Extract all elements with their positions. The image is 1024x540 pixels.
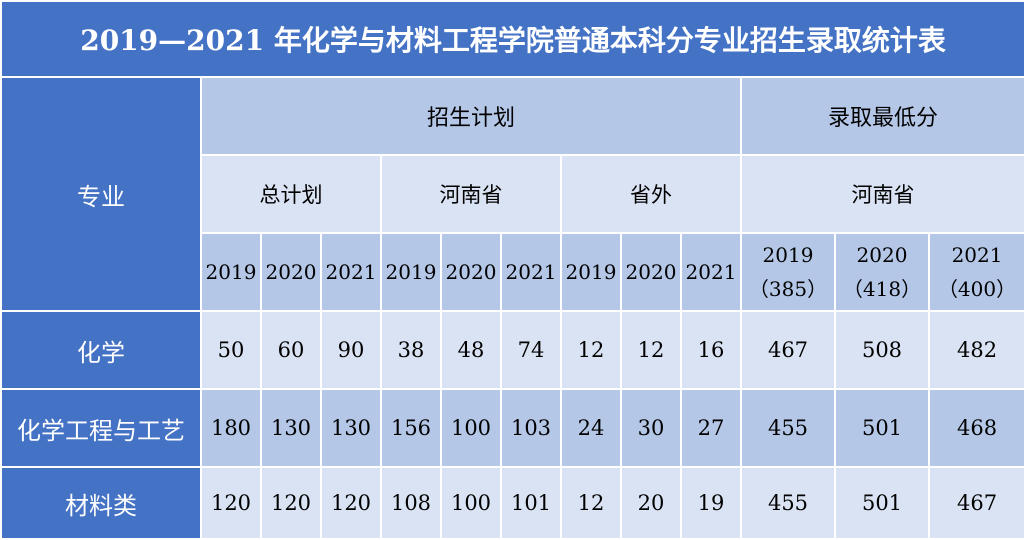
score-year-header: 2020 （418）	[834, 232, 930, 312]
data-cell: 19	[680, 466, 742, 540]
henan-plan-header: 河南省	[380, 154, 562, 234]
data-cell: 16	[680, 310, 742, 390]
score-year: 2021	[951, 243, 1003, 267]
data-cell: 74	[500, 310, 562, 390]
table-row: 化学工程与工艺 180 130 130 156 100 103 24 30 27…	[0, 388, 1024, 468]
data-cell: 501	[834, 466, 930, 540]
year-header: 2021	[500, 232, 562, 312]
min-score-header: 录取最低分	[739, 76, 1024, 156]
table-row: 化学 50 60 90 38 48 74 12 12 16 467 508 48…	[0, 310, 1024, 390]
data-cell: 100	[440, 466, 502, 540]
table-row: 材料类 120 120 120 108 100 101 12 20 19 455…	[0, 466, 1024, 540]
data-cell: 180	[200, 388, 262, 468]
henan-score-header: 河南省	[739, 154, 1024, 234]
major-column-header: 专业	[0, 76, 202, 312]
data-cell: 130	[320, 388, 382, 468]
data-cell: 38	[380, 310, 442, 390]
year-header: 2019	[380, 232, 442, 312]
data-cell: 48	[440, 310, 502, 390]
data-cell: 24	[560, 388, 622, 468]
data-cell: 101	[500, 466, 562, 540]
score-year-header: 2021 （400）	[927, 232, 1024, 312]
year-header: 2019	[560, 232, 622, 312]
data-cell: 130	[260, 388, 322, 468]
score-control-line: （418）	[842, 277, 922, 301]
major-name: 化学工程与工艺	[0, 388, 202, 468]
major-name: 化学	[0, 310, 202, 390]
data-cell: 12	[560, 310, 622, 390]
year-header: 2020	[620, 232, 682, 312]
score-control-line: （400）	[937, 277, 1017, 301]
data-cell: 100	[440, 388, 502, 468]
data-cell: 156	[380, 388, 442, 468]
data-cell: 455	[740, 466, 836, 540]
year-header: 2020	[260, 232, 322, 312]
total-plan-header: 总计划	[200, 154, 382, 234]
data-cell: 467	[740, 310, 836, 390]
data-cell: 482	[927, 310, 1024, 390]
data-cell: 20	[620, 466, 682, 540]
data-cell: 468	[927, 388, 1024, 468]
score-year: 2019	[762, 243, 814, 267]
data-cell: 508	[834, 310, 930, 390]
data-cell: 501	[834, 388, 930, 468]
data-cell: 455	[740, 388, 836, 468]
enrollment-plan-header: 招生计划	[200, 76, 742, 156]
data-cell: 90	[320, 310, 382, 390]
year-header: 2021	[320, 232, 382, 312]
year-header: 2021	[680, 232, 742, 312]
data-cell: 467	[927, 466, 1024, 540]
data-cell: 12	[620, 310, 682, 390]
data-cell: 12	[560, 466, 622, 540]
data-cell: 120	[200, 466, 262, 540]
data-cell: 60	[260, 310, 322, 390]
data-cell: 50	[200, 310, 262, 390]
score-year-header: 2019 （385）	[740, 232, 836, 312]
data-cell: 103	[500, 388, 562, 468]
table-title: 2019—2021 年化学与材料工程学院普通本科分专业招生录取统计表	[0, 0, 1024, 78]
outside-plan-header: 省外	[560, 154, 742, 234]
data-cell: 120	[320, 466, 382, 540]
data-cell: 120	[260, 466, 322, 540]
score-control-line: （385）	[748, 277, 828, 301]
data-cell: 108	[380, 466, 442, 540]
major-name: 材料类	[0, 466, 202, 540]
year-header: 2019	[200, 232, 262, 312]
score-year: 2020	[856, 243, 908, 267]
data-cell: 27	[680, 388, 742, 468]
data-cell: 30	[620, 388, 682, 468]
year-header: 2020	[440, 232, 502, 312]
